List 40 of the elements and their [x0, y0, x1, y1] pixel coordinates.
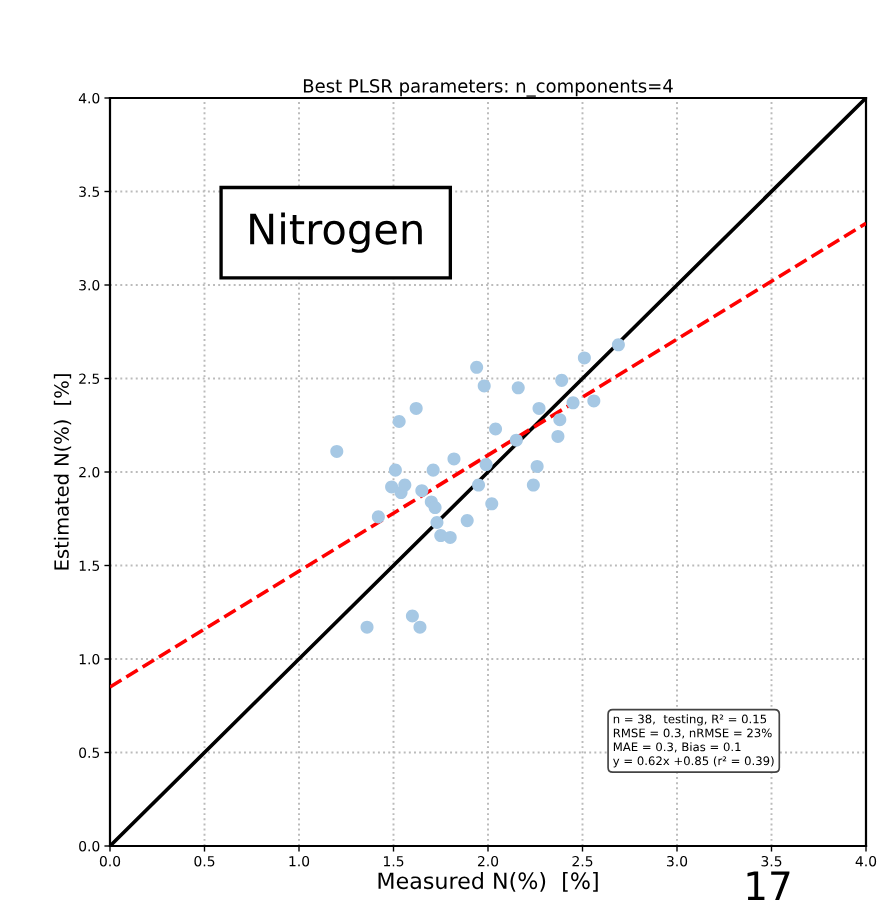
- text: 17: [747, 871, 790, 900]
- point: [443, 530, 457, 544]
- point: [447, 452, 461, 466]
- point: [587, 394, 601, 408]
- point: [509, 433, 523, 447]
- point: [489, 422, 503, 436]
- point: [392, 415, 406, 429]
- point: [330, 444, 344, 458]
- point: [472, 478, 486, 492]
- point: [470, 360, 484, 374]
- point: [485, 497, 499, 511]
- point: [409, 401, 423, 415]
- point: [479, 458, 493, 472]
- point: [530, 459, 544, 473]
- annotation: Nitrogen: [250, 212, 422, 253]
- point: [555, 373, 569, 387]
- point: [398, 478, 412, 492]
- point: [388, 463, 402, 477]
- x-axis-title: Measured N(%) [%]: [378, 871, 598, 892]
- point: [428, 501, 442, 515]
- point: [526, 478, 540, 492]
- point: [430, 515, 444, 529]
- point: [511, 381, 525, 395]
- point: [577, 351, 591, 365]
- point: [426, 463, 440, 477]
- point: [371, 510, 385, 524]
- chart-title: Best PLSR parameters: n_components=4: [303, 79, 673, 97]
- point: [553, 413, 567, 427]
- point: [405, 609, 419, 623]
- point: [551, 429, 565, 443]
- point: [477, 379, 491, 393]
- point: [611, 338, 625, 352]
- point: [415, 484, 429, 498]
- y-axis-title: Estimated N(%) [%]: [53, 374, 72, 570]
- point: [360, 620, 374, 634]
- point: [413, 620, 427, 634]
- point: [566, 396, 580, 410]
- point: [532, 401, 546, 415]
- point: [385, 480, 399, 494]
- point: [460, 514, 474, 528]
